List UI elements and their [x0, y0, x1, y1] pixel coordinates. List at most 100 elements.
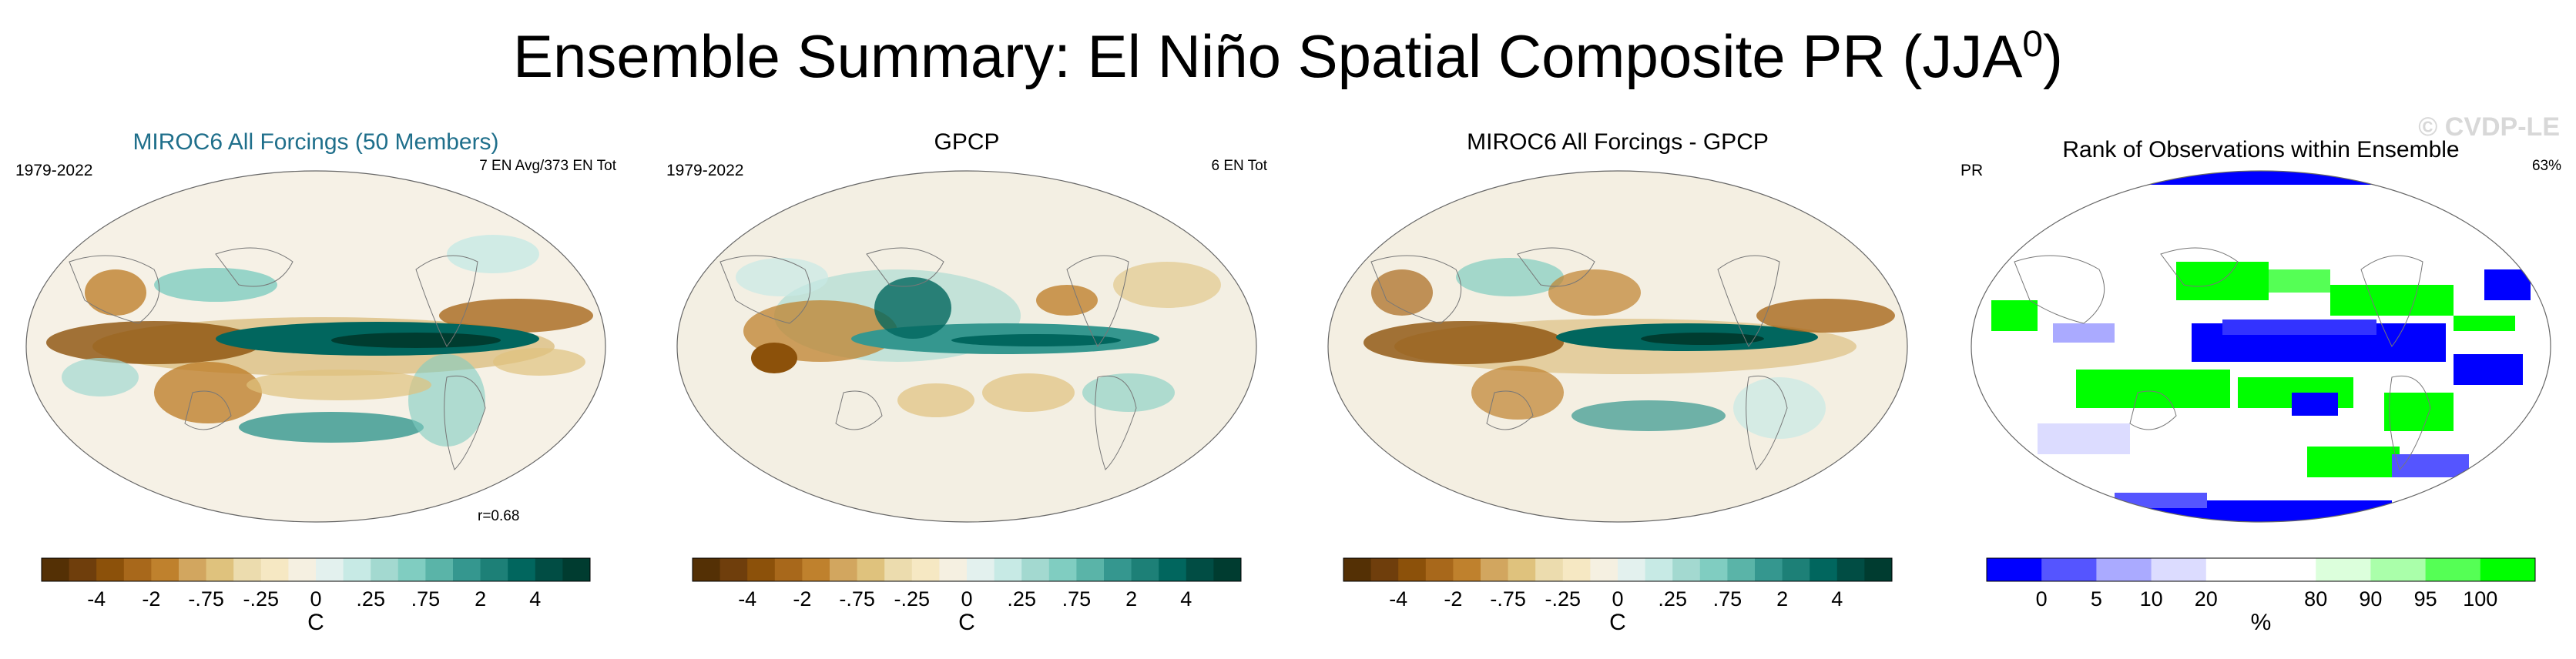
colorbar-swatch: [260, 558, 289, 581]
colorbar-swatch: [316, 558, 344, 581]
colorbar-tick-label: 10: [2140, 587, 2163, 610]
composite-map: [1327, 170, 1908, 523]
colorbar-tick-label: -2: [142, 587, 160, 610]
colorbar-tick-label: .75: [1713, 587, 1742, 610]
colorbar-swatch: [288, 558, 317, 581]
colorbar: -4 -2 -.75 -.25 0 .25 .75 2 4: [41, 557, 591, 643]
colorbar-swatch: [1590, 558, 1618, 581]
colorbar-swatch: [69, 558, 97, 581]
panel-miroc6: MIROC6 All Forcings (50 Members) 1979-20…: [8, 115, 624, 647]
colorbar-units: C: [1609, 610, 1626, 635]
panel-title: Rank of Observations within Ensemble: [2062, 137, 2460, 162]
colorbar-swatch: [1755, 558, 1783, 581]
colorbar-tick-label: -2: [793, 587, 811, 610]
colorbar-swatch: [371, 558, 399, 581]
colorbar-swatch: [994, 558, 1022, 581]
colorbar-tick-label: 4: [529, 587, 541, 610]
colorbar-swatch: [967, 558, 995, 581]
colorbar-swatch: [1370, 558, 1399, 581]
colorbar-swatch: [1048, 558, 1077, 581]
colorbar-svg: -4 -2 -.75 -.25 0 .25 .75 2 4: [1343, 557, 1893, 610]
colorbar-tick-label: 2: [475, 587, 486, 610]
colorbar-swatch: [1104, 558, 1132, 581]
colorbar-tick-label: -.75: [839, 587, 875, 610]
colorbar-swatch: [1864, 558, 1893, 581]
colorbar-swatch: [802, 558, 830, 581]
colorbar-tick-label: 5: [2091, 587, 2102, 610]
colorbar-tick-label: 90: [2359, 587, 2382, 610]
colorbar-swatch: [1782, 558, 1810, 581]
watermark: © CVDP-LE: [2418, 112, 2560, 142]
colorbar-tick-label: .25: [1007, 587, 1036, 610]
colorbar-svg: -4 -2 -.75 -.25 0 .25 .75 2 4: [692, 557, 1242, 610]
colorbar-swatch: [719, 558, 748, 581]
colorbar-swatch: [1159, 558, 1187, 581]
colorbar-swatch: [206, 558, 234, 581]
panel-title: GPCP: [934, 129, 1000, 155]
colorbar-swatch: [1425, 558, 1454, 581]
colorbar-swatch: [2480, 558, 2536, 581]
colorbar-swatch: [1535, 558, 1564, 581]
colorbar-tick-label: .25: [1658, 587, 1687, 610]
figure-title: Ensemble Summary: El Niño Spatial Compos…: [512, 22, 2064, 90]
colorbar-swatch: [2151, 558, 2207, 581]
colorbar-tick-label: .75: [1062, 587, 1092, 610]
pattern-correlation: r=0.68: [478, 508, 520, 524]
colorbar-swatch: [693, 558, 721, 581]
period-label: 1979-2022: [15, 162, 93, 179]
colorbar-swatch: [2425, 558, 2481, 581]
colorbar-tick-label: -4: [738, 587, 756, 610]
colorbar-swatch: [1186, 558, 1214, 581]
colorbar-tick-label: -.75: [188, 587, 224, 610]
colorbar-svg: -4 -2 -.75 -.25 0 .25 .75 2 4: [41, 557, 591, 610]
period-label: 1979-2022: [666, 162, 744, 179]
colorbar-border: [1343, 557, 1893, 582]
colorbar-swatch: [1508, 558, 1536, 581]
colorbar-tick-label: 2: [1125, 587, 1137, 610]
colorbar: -4 -2 -.75 -.25 0 .25 .75 2 4: [1343, 557, 1893, 643]
colorbar-swatch: [1481, 558, 1509, 581]
colorbar-swatch: [42, 558, 70, 581]
colorbar-swatch: [2205, 558, 2262, 581]
colorbar-swatch: [1699, 558, 1728, 581]
colorbar-tick-label: .75: [411, 587, 441, 610]
colorbar-tick-label: -.25: [1545, 587, 1581, 610]
colorbar-tick-label: 100: [2463, 587, 2497, 610]
rank-map: [1971, 170, 2551, 523]
colorbar-swatch: [939, 558, 968, 581]
events-label: 7 EN Avg/373 EN Tot: [479, 158, 616, 174]
colorbar-tick-label: 95: [2414, 587, 2437, 610]
colorbar-swatch: [535, 558, 563, 581]
colorbar-tick-label: 20: [2195, 587, 2218, 610]
colorbar-swatch: [830, 558, 858, 581]
colorbar-swatch: [2370, 558, 2427, 581]
colorbar-swatch: [123, 558, 152, 581]
colorbar-tick-label: 0: [1612, 587, 1623, 610]
colorbar-swatch: [480, 558, 508, 581]
colorbar-swatch: [1398, 558, 1427, 581]
colorbar-tick-label: -.25: [243, 587, 280, 610]
colorbar-swatch: [1343, 558, 1372, 581]
colorbar-tick-label: 0: [310, 587, 321, 610]
colorbar: -4 -2 -.75 -.25 0 .25 .75 2 4: [692, 557, 1242, 643]
colorbar-tick-label: 2: [1776, 587, 1788, 610]
variable-label: PR: [1961, 162, 1984, 179]
colorbar-swatch: [911, 558, 940, 581]
colorbar-swatch: [2261, 558, 2316, 581]
colorbar-swatch: [747, 558, 776, 581]
events-label: 6 EN Tot: [1211, 158, 1267, 174]
colorbar-units: C: [307, 610, 324, 635]
colorbar-tick-label: 4: [1831, 587, 1843, 610]
colorbar-swatch: [774, 558, 803, 581]
colorbar-swatch: [1618, 558, 1646, 581]
colorbar-tick-label: 4: [1180, 587, 1192, 610]
colorbar-tick-label: -4: [87, 587, 106, 610]
colorbar-border: [1986, 557, 2536, 582]
colorbar-swatch: [884, 558, 913, 581]
colorbar-swatch: [1810, 558, 1838, 581]
panel-title: MIROC6 All Forcings - GPCP: [1467, 129, 1769, 155]
colorbar-swatch: [1987, 558, 2042, 581]
colorbar-swatch: [2041, 558, 2097, 581]
composite-map: [676, 170, 1257, 523]
colorbar-border: [692, 557, 1242, 582]
